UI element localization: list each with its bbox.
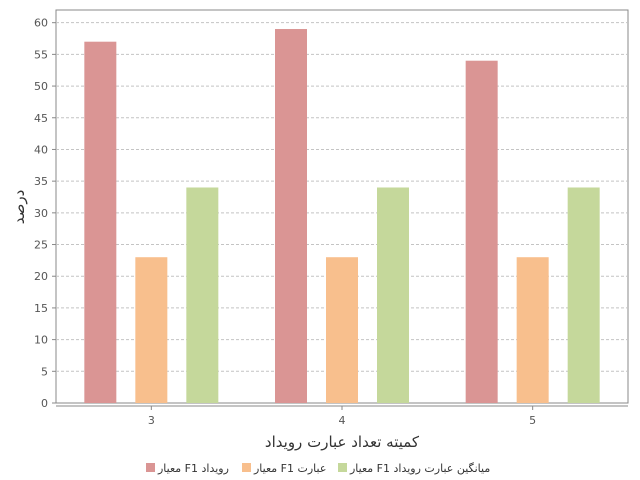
bar bbox=[135, 257, 168, 403]
bar bbox=[567, 187, 600, 403]
y-axis-ticks: 0 5 10 15 20 25 30 35 40 45 50 55 60 bbox=[34, 17, 56, 410]
y-tick-label: 45 bbox=[34, 112, 48, 125]
legend: معیار F1 رویداد معیار F1 عبارت معیار F1 می… bbox=[146, 462, 490, 475]
y-tick-label: 10 bbox=[34, 334, 48, 347]
y-tick-label: 25 bbox=[34, 239, 48, 252]
y-tick-label: 0 bbox=[41, 397, 48, 410]
legend-swatch bbox=[146, 463, 155, 472]
y-tick-label: 50 bbox=[34, 80, 48, 93]
x-tick-label: 4 bbox=[339, 414, 346, 427]
bar bbox=[516, 257, 549, 403]
bar bbox=[326, 257, 358, 403]
y-tick-label: 20 bbox=[34, 270, 48, 283]
y-tick-label: 30 bbox=[34, 207, 48, 220]
y-tick-label: 5 bbox=[41, 365, 48, 378]
x-tick-label: 3 bbox=[148, 414, 155, 427]
bars bbox=[84, 29, 600, 404]
x-tick-label: 5 bbox=[529, 414, 536, 427]
legend-swatch bbox=[242, 463, 251, 472]
x-axis-ticks: 3 4 5 bbox=[148, 406, 536, 427]
y-tick-label: 55 bbox=[34, 48, 48, 61]
y-tick-label: 60 bbox=[34, 17, 48, 30]
y-tick-label: 40 bbox=[34, 143, 48, 156]
legend-label: معیار F1 عبارت bbox=[253, 462, 326, 475]
legend-label: معیار F1 میانگین عبارت رویداد bbox=[349, 462, 490, 475]
bar bbox=[186, 187, 219, 403]
x-axis-title: کمیته تعداد عبارت رویداد bbox=[265, 433, 420, 451]
bar bbox=[84, 41, 117, 404]
legend-swatch bbox=[338, 463, 347, 472]
bar bbox=[275, 29, 307, 404]
y-axis-title: درصد bbox=[10, 190, 28, 225]
bar bbox=[465, 60, 498, 403]
y-tick-label: 35 bbox=[34, 175, 48, 188]
bar bbox=[377, 187, 409, 403]
y-tick-label: 15 bbox=[34, 302, 48, 315]
legend-label: معیار F1 رویداد bbox=[157, 462, 229, 475]
